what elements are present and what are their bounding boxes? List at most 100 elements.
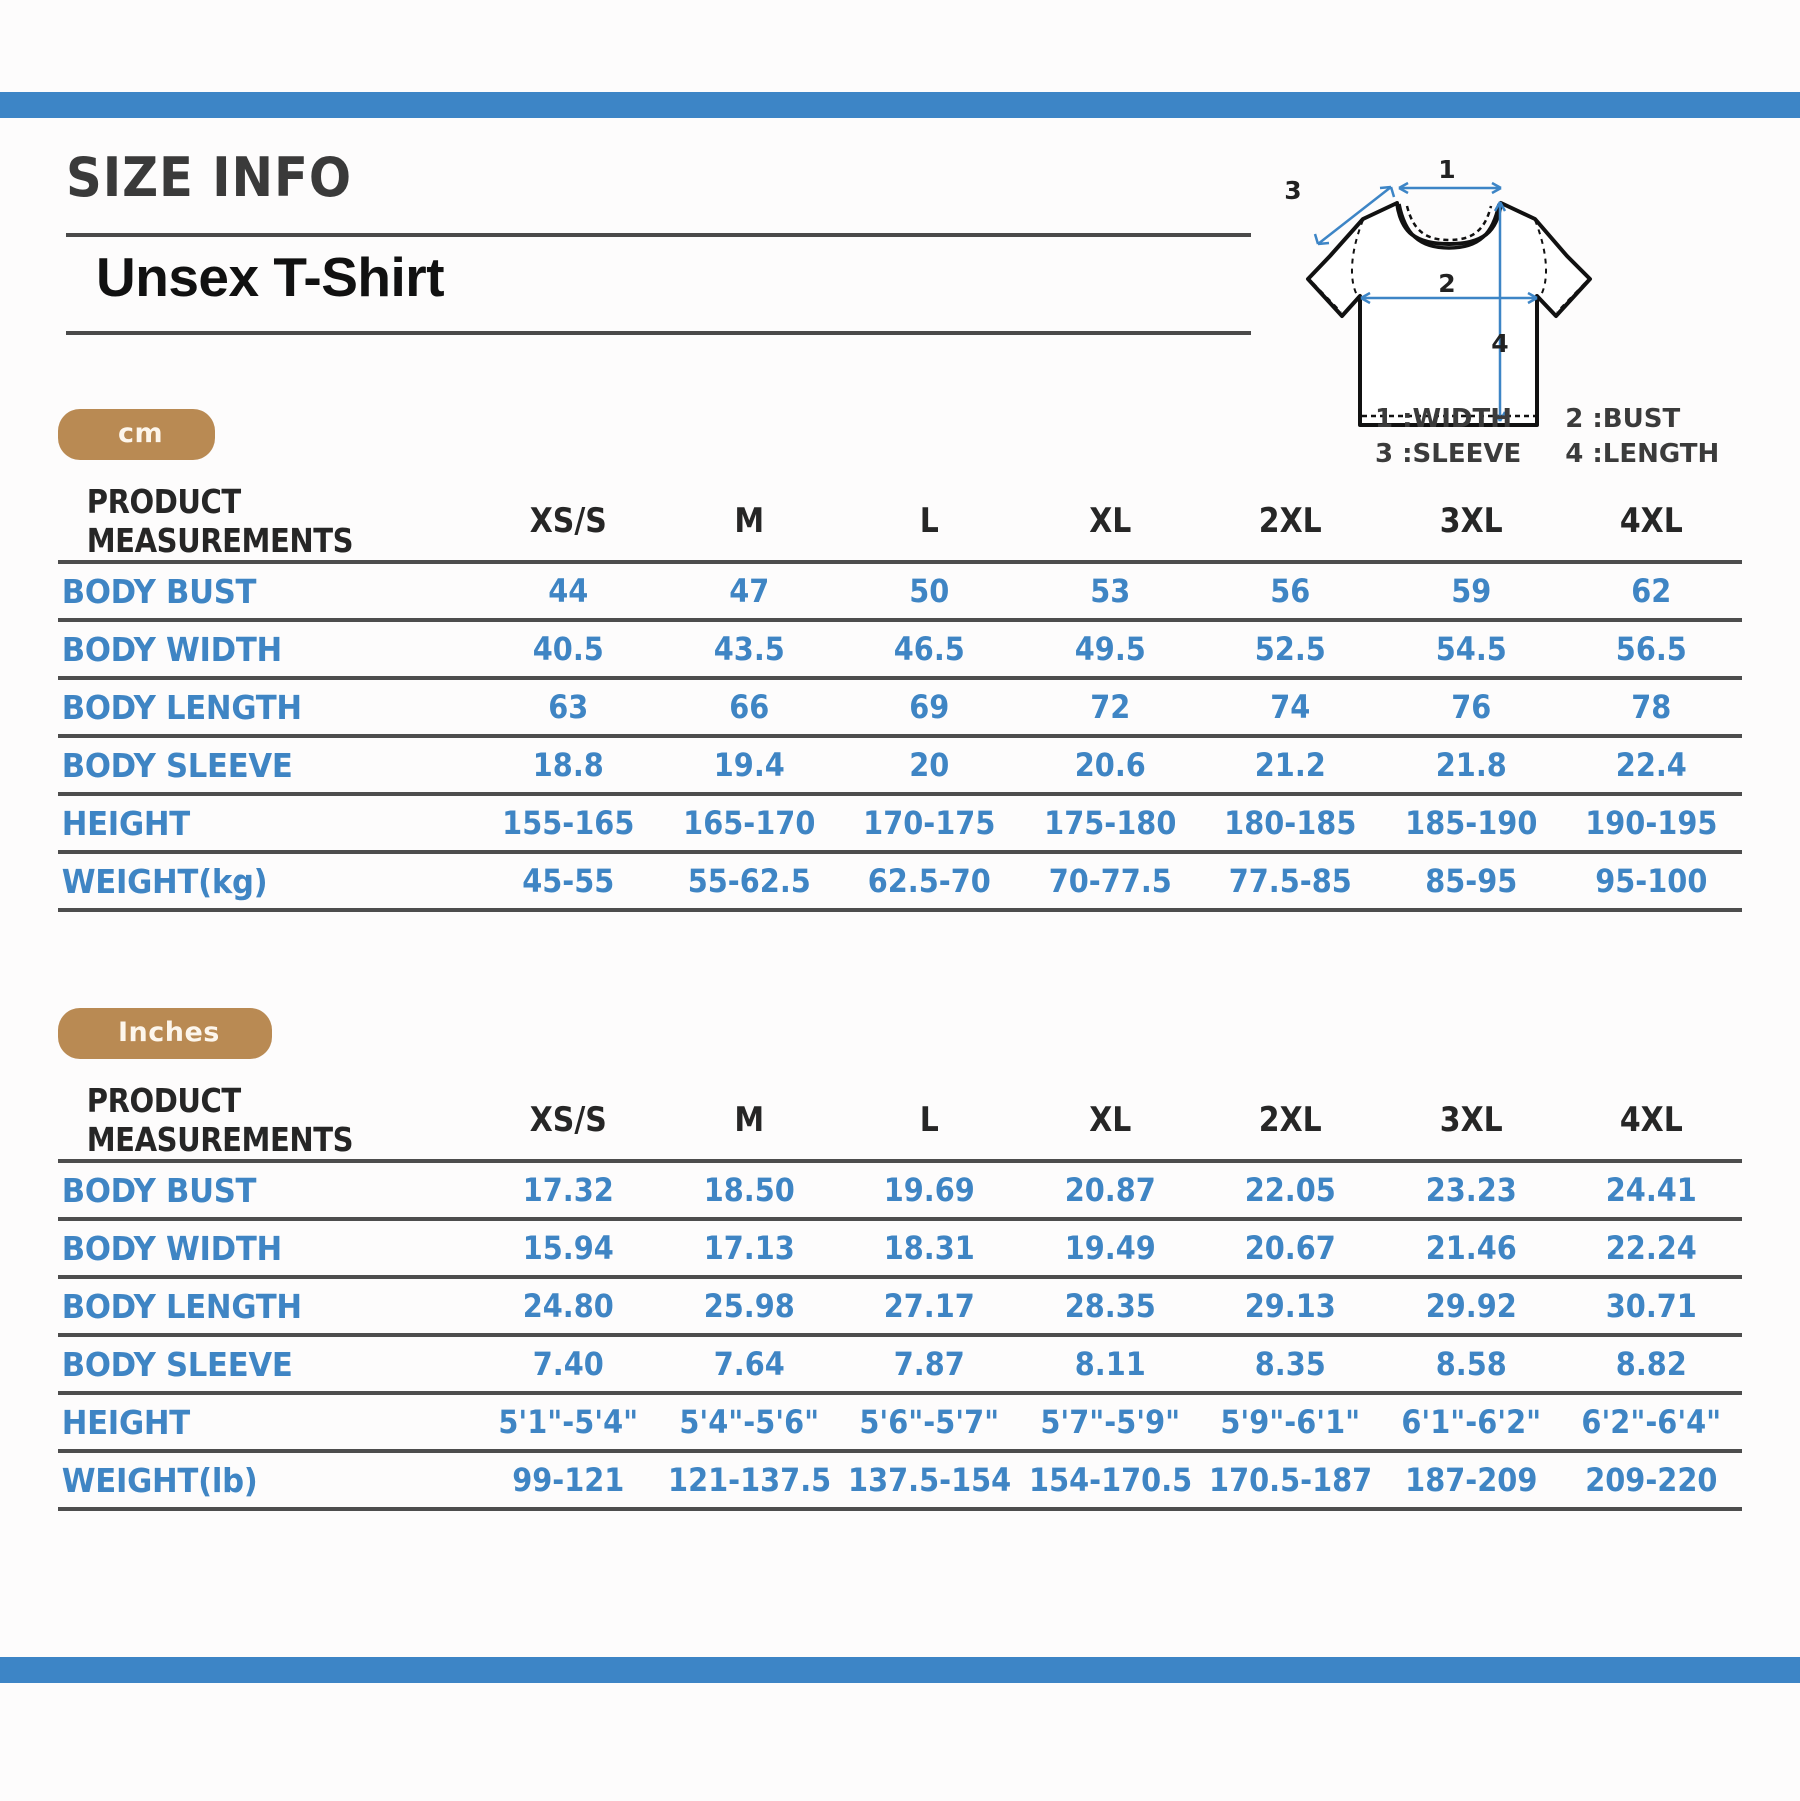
row-label-body-length: BODY LENGTH xyxy=(61,687,302,727)
cell-value: 46.5 xyxy=(893,630,966,668)
cell-value: 18.8 xyxy=(532,746,604,784)
cell-value: 22.05 xyxy=(1245,1171,1337,1209)
cell-value: 22.4 xyxy=(1616,746,1688,784)
legend-row: 1 :WIDTH 2 :BUST xyxy=(1375,402,1719,437)
column-header-2xl: 2XL xyxy=(1259,1100,1323,1140)
tshirt-illustration-icon: 1 2 3 4 xyxy=(1284,155,1592,427)
cell-value: 6'2"-6'4" xyxy=(1581,1403,1722,1441)
cell-value: 24.41 xyxy=(1606,1171,1698,1209)
cell-value: 29.92 xyxy=(1425,1287,1517,1325)
cell-value: 24.80 xyxy=(522,1287,614,1325)
cell-value: 77.5-85 xyxy=(1229,862,1353,900)
title-divider-bottom xyxy=(66,331,1251,335)
cell-value: 8.58 xyxy=(1435,1345,1507,1383)
legend-item-bust: 2 :BUST xyxy=(1565,404,1681,434)
cell-value: 170-175 xyxy=(863,804,996,842)
cell-value: 19.4 xyxy=(713,746,785,784)
cell-value: 49.5 xyxy=(1074,630,1146,668)
cell-value: 50 xyxy=(909,572,950,610)
row-label-body-bust: BODY BUST xyxy=(61,571,257,611)
column-header-xl: XL xyxy=(1088,1100,1132,1140)
cell-value: 54.5 xyxy=(1435,630,1507,668)
cell-value: 170.5-187 xyxy=(1209,1461,1373,1499)
bottom-accent-bar xyxy=(0,1657,1800,1683)
cell-value: 21.8 xyxy=(1435,746,1507,784)
cell-value: 209-220 xyxy=(1585,1461,1718,1499)
column-header-4xl: 4XL xyxy=(1620,501,1684,541)
cell-value: 23.23 xyxy=(1425,1171,1517,1209)
cell-value: 20 xyxy=(909,746,950,784)
column-header-3xl: 3XL xyxy=(1439,1100,1503,1140)
cell-value: 62.5-70 xyxy=(867,862,992,900)
cell-value: 7.64 xyxy=(713,1345,785,1383)
cell-value: 165-170 xyxy=(682,804,816,842)
cell-value: 59 xyxy=(1451,572,1492,610)
row-label-weight-lb: WEIGHT(lb) xyxy=(61,1460,258,1500)
cell-value: 190-195 xyxy=(1585,804,1718,842)
cell-value: 52.5 xyxy=(1255,630,1327,668)
size-table-cm: PRODUCT MEASUREMENTS XS/S M L XL 2XL 3XL… xyxy=(58,482,1742,912)
cell-value: 19.49 xyxy=(1064,1229,1156,1267)
cell-value: 85-95 xyxy=(1425,862,1518,900)
cell-value: 21.46 xyxy=(1425,1229,1517,1267)
diagram-legend: 1 :WIDTH 2 :BUST 3 :SLEEVE 4 :LENGTH xyxy=(1375,402,1719,472)
cell-value: 175-180 xyxy=(1043,804,1177,842)
table-row: HEIGHT 155-165 165-170 170-175 175-180 1… xyxy=(58,794,1742,852)
column-header-l: L xyxy=(919,1100,940,1140)
page-content: SIZE INFO Unsex T-Shirt xyxy=(0,118,1800,1511)
cell-value: 40.5 xyxy=(532,630,604,668)
cell-value: 17.32 xyxy=(522,1171,614,1209)
title-divider-top xyxy=(66,233,1251,237)
cell-value: 18.31 xyxy=(883,1229,976,1267)
row-label-body-length: BODY LENGTH xyxy=(61,1286,302,1326)
table-row: WEIGHT(kg) 45-55 55-62.5 62.5-70 70-77.5… xyxy=(58,852,1742,910)
table-row: BODY SLEEVE 7.40 7.64 7.87 8.11 8.35 8.5… xyxy=(58,1335,1742,1393)
cell-value: 47 xyxy=(728,572,769,610)
cell-value: 20.67 xyxy=(1245,1229,1337,1267)
cell-value: 19.69 xyxy=(883,1171,976,1209)
cell-value: 8.35 xyxy=(1255,1345,1327,1383)
column-header-m: M xyxy=(734,1100,764,1140)
cell-value: 56 xyxy=(1270,572,1311,610)
row-label-body-width: BODY WIDTH xyxy=(61,1228,283,1268)
column-header-xl: XL xyxy=(1088,501,1132,541)
cell-value: 55-62.5 xyxy=(687,862,811,900)
column-header-4xl: 4XL xyxy=(1620,1100,1684,1140)
marker-4-label: 4 xyxy=(1491,329,1508,358)
cell-value: 76 xyxy=(1451,688,1492,726)
row-label-body-bust: BODY BUST xyxy=(61,1170,257,1210)
row-label-body-sleeve: BODY SLEEVE xyxy=(61,745,293,785)
cell-value: 6'1"-6'2" xyxy=(1401,1403,1541,1441)
cell-value: 8.11 xyxy=(1074,1345,1146,1383)
cell-value: 63 xyxy=(548,688,589,726)
cell-value: 155-165 xyxy=(502,804,635,842)
table-row: BODY WIDTH 15.94 17.13 18.31 19.49 20.67… xyxy=(58,1219,1742,1277)
table-row: BODY BUST 17.32 18.50 19.69 20.87 22.05 … xyxy=(58,1161,1742,1219)
cell-value: 5'7"-5'9" xyxy=(1040,1403,1180,1441)
cell-value: 187-209 xyxy=(1405,1461,1538,1499)
cell-value: 53 xyxy=(1089,572,1131,610)
cell-value: 27.17 xyxy=(883,1287,976,1325)
table-row: HEIGHT 5'1"-5'4" 5'4"-5'6" 5'6"-5'7" 5'7… xyxy=(58,1393,1742,1451)
cell-value: 72 xyxy=(1089,688,1131,726)
table-row: BODY LENGTH 24.80 25.98 27.17 28.35 29.1… xyxy=(58,1277,1742,1335)
legend-item-sleeve: 3 :SLEEVE xyxy=(1375,439,1522,470)
cell-value: 20.87 xyxy=(1064,1171,1156,1209)
column-header-3xl: 3XL xyxy=(1439,501,1503,541)
cell-value: 20.6 xyxy=(1074,746,1146,784)
marker-1-label: 1 xyxy=(1438,155,1455,184)
cell-value: 185-190 xyxy=(1405,804,1538,842)
inches-section: Inches PRODUCT MEASUREMENTS XS/S M L XL xyxy=(0,1008,1800,1511)
row-label-height: HEIGHT xyxy=(61,803,190,843)
unit-badge-inches: Inches xyxy=(58,1008,272,1059)
cell-value: 45-55 xyxy=(522,862,615,900)
cell-value: 5'4"-5'6" xyxy=(679,1403,819,1441)
cell-value: 5'1"-5'4" xyxy=(498,1403,639,1441)
top-accent-bar xyxy=(0,92,1800,118)
product-subtitle: Unsex T-Shirt xyxy=(96,246,445,308)
cell-value: 5'9"-6'1" xyxy=(1220,1403,1361,1441)
table-header-row: PRODUCT MEASUREMENTS XS/S M L XL 2XL 3XL… xyxy=(58,482,1742,562)
table-row: WEIGHT(lb) 99-121 121-137.5 137.5-154 15… xyxy=(58,1451,1742,1509)
cell-value: 7.40 xyxy=(532,1345,604,1383)
cell-value: 74 xyxy=(1270,688,1311,726)
